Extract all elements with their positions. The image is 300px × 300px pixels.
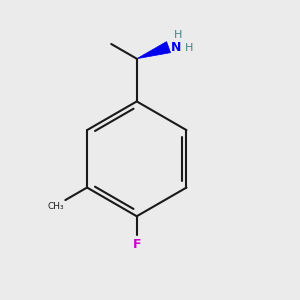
Text: F: F xyxy=(133,238,141,251)
Text: H: H xyxy=(185,43,194,53)
Text: H: H xyxy=(174,30,182,40)
Text: CH₃: CH₃ xyxy=(47,202,64,211)
Polygon shape xyxy=(137,42,171,59)
Text: N: N xyxy=(171,40,181,54)
